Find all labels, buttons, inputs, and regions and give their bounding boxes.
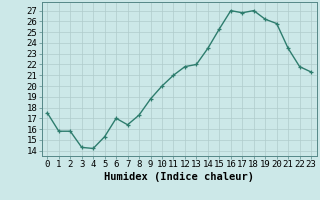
X-axis label: Humidex (Indice chaleur): Humidex (Indice chaleur): [104, 172, 254, 182]
